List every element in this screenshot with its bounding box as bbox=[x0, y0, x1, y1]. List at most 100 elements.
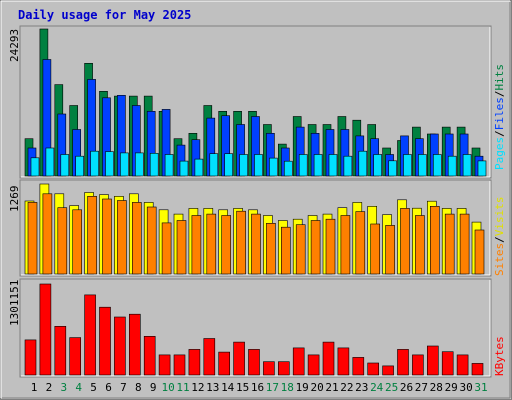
x-tick-label-day-22: 22 bbox=[340, 381, 353, 394]
bar-sites-day-3 bbox=[57, 207, 68, 275]
bar-kbytes-day-11 bbox=[173, 354, 186, 376]
svg-text:KBytes: KBytes bbox=[493, 336, 506, 376]
x-tick-label-day-14: 14 bbox=[221, 381, 235, 394]
bar-pages-day-7 bbox=[120, 152, 129, 177]
bar-pages-day-14 bbox=[224, 153, 233, 177]
y-max-label-kbytes: 1301151 bbox=[8, 280, 21, 326]
x-tick-label-day-25: 25 bbox=[385, 381, 398, 394]
bar-pages-day-1 bbox=[30, 157, 40, 177]
bar-kbytes-day-21 bbox=[322, 341, 335, 376]
bar-pages-day-27 bbox=[418, 154, 427, 177]
bar-sites-day-30 bbox=[459, 213, 470, 275]
bar-pages-day-8 bbox=[135, 152, 144, 177]
x-tick-label-day-2: 2 bbox=[46, 381, 53, 394]
x-tick-label-day-17: 17 bbox=[266, 381, 279, 394]
bar-kbytes-day-15 bbox=[233, 341, 245, 376]
bar-sites-day-5 bbox=[87, 196, 97, 275]
bar-pages-day-9 bbox=[149, 153, 159, 177]
x-tick-label-day-23: 23 bbox=[355, 381, 368, 394]
bar-kbytes-day-10 bbox=[158, 354, 171, 376]
bar-sites-day-11 bbox=[176, 220, 187, 275]
bar-pages-day-21 bbox=[328, 154, 338, 177]
x-tick-label-day-8: 8 bbox=[135, 381, 142, 394]
bar-pages-day-31 bbox=[477, 160, 487, 177]
bar-pages-day-5 bbox=[90, 150, 99, 177]
x-tick-label-day-15: 15 bbox=[236, 381, 249, 394]
bar-kbytes-day-9 bbox=[143, 335, 156, 376]
x-tick-label-day-29: 29 bbox=[445, 381, 458, 394]
bar-kbytes-day-18 bbox=[277, 361, 290, 376]
bar-kbytes-day-31 bbox=[471, 363, 484, 376]
bar-kbytes-day-1 bbox=[24, 339, 37, 376]
legend-pages: Pages bbox=[493, 137, 506, 170]
x-tick-label-day-16: 16 bbox=[251, 381, 264, 394]
bar-kbytes-day-17 bbox=[263, 361, 275, 376]
bar-sites-day-14 bbox=[221, 215, 231, 275]
svg-text:Sites/Visits: Sites/Visits bbox=[493, 197, 506, 277]
bar-sites-day-22 bbox=[340, 215, 351, 275]
bar-sites-day-8 bbox=[132, 202, 142, 275]
panel-frames bbox=[19, 25, 492, 378]
x-tick-label-day-27: 27 bbox=[415, 381, 428, 394]
bar-pages-day-2 bbox=[45, 147, 55, 177]
bar-pages-day-17 bbox=[269, 157, 278, 177]
bar-kbytes-day-12 bbox=[188, 349, 201, 376]
bar-pages-day-6 bbox=[105, 151, 114, 177]
x-tick-label-day-9: 9 bbox=[150, 381, 157, 394]
bar-pages-day-30 bbox=[462, 154, 472, 177]
legend-separator: / bbox=[493, 91, 506, 98]
legend-kbytes-panel: KBytes bbox=[493, 336, 506, 376]
bar-kbytes-day-24 bbox=[367, 362, 380, 376]
x-tick-label-day-3: 3 bbox=[60, 381, 67, 394]
bar-pages-day-15 bbox=[239, 154, 248, 177]
bar-sites-day-16 bbox=[251, 213, 261, 275]
bar-kbytes-day-6 bbox=[99, 306, 111, 376]
bar-sites-day-25 bbox=[385, 225, 395, 275]
legend-files: Files bbox=[493, 97, 506, 130]
bar-kbytes-day-27 bbox=[412, 354, 424, 376]
bar-sites-day-17 bbox=[266, 223, 276, 275]
x-tick-label-day-13: 13 bbox=[206, 381, 219, 394]
bar-pages-day-16 bbox=[254, 154, 263, 177]
bar-sites-day-2 bbox=[42, 193, 53, 275]
x-tick-label-day-20: 20 bbox=[310, 381, 323, 394]
legend-visits: Visits bbox=[493, 197, 506, 237]
bar-pages-day-24 bbox=[373, 154, 383, 177]
x-tick-label-day-4: 4 bbox=[75, 381, 82, 394]
bar-sites-day-10 bbox=[161, 222, 172, 275]
x-tick-label-day-18: 18 bbox=[281, 381, 294, 394]
x-tick-label-day-28: 28 bbox=[430, 381, 443, 394]
bar-sites-day-13 bbox=[206, 213, 217, 275]
bar-sites-day-19 bbox=[295, 224, 306, 275]
bar-sites-day-26 bbox=[400, 208, 410, 275]
legend-hits-panel: Pages/Files/Hits bbox=[493, 64, 506, 170]
x-tick-label-day-12: 12 bbox=[191, 381, 204, 394]
legend-hits: Hits bbox=[493, 64, 506, 91]
bar-sites-day-24 bbox=[370, 223, 381, 275]
bar-kbytes-day-28 bbox=[426, 345, 439, 376]
bar-kbytes-day-5 bbox=[84, 294, 96, 376]
bar-marks bbox=[24, 28, 487, 376]
bar-pages-day-19 bbox=[298, 154, 308, 177]
x-tick-label-day-26: 26 bbox=[400, 381, 413, 394]
bar-kbytes-day-7 bbox=[114, 316, 126, 376]
bar-pages-day-28 bbox=[432, 154, 442, 177]
y-max-label-hits: 24293 bbox=[8, 29, 21, 62]
x-tick-label-day-5: 5 bbox=[90, 381, 97, 394]
bar-pages-day-3 bbox=[60, 154, 70, 177]
bar-sites-day-18 bbox=[280, 226, 291, 275]
bar-kbytes-day-3 bbox=[54, 325, 67, 376]
bar-sites-day-23 bbox=[355, 211, 366, 275]
legend-sites: Sites bbox=[493, 243, 506, 276]
x-axis-labels: 1 2 3 4 5 6 7 8 9 10 11 12 13 14 15 16 17 18 19 20 21 22 23 24 2… bbox=[31, 381, 488, 394]
bar-pages-day-12 bbox=[194, 158, 204, 177]
bar-kbytes-day-2 bbox=[39, 283, 52, 376]
bar-pages-day-29 bbox=[447, 155, 457, 177]
bar-pages-day-13 bbox=[209, 153, 219, 177]
svg-text:Pages/Files/Hits: Pages/Files/Hits bbox=[493, 64, 506, 170]
x-tick-label-day-24: 24 bbox=[370, 381, 384, 394]
y-max-label-visits: 1269 bbox=[8, 186, 21, 213]
bar-pages-day-11 bbox=[179, 160, 189, 177]
legend-separator: / bbox=[493, 130, 506, 137]
chart-title: Daily usage for May 2025 bbox=[18, 8, 191, 22]
